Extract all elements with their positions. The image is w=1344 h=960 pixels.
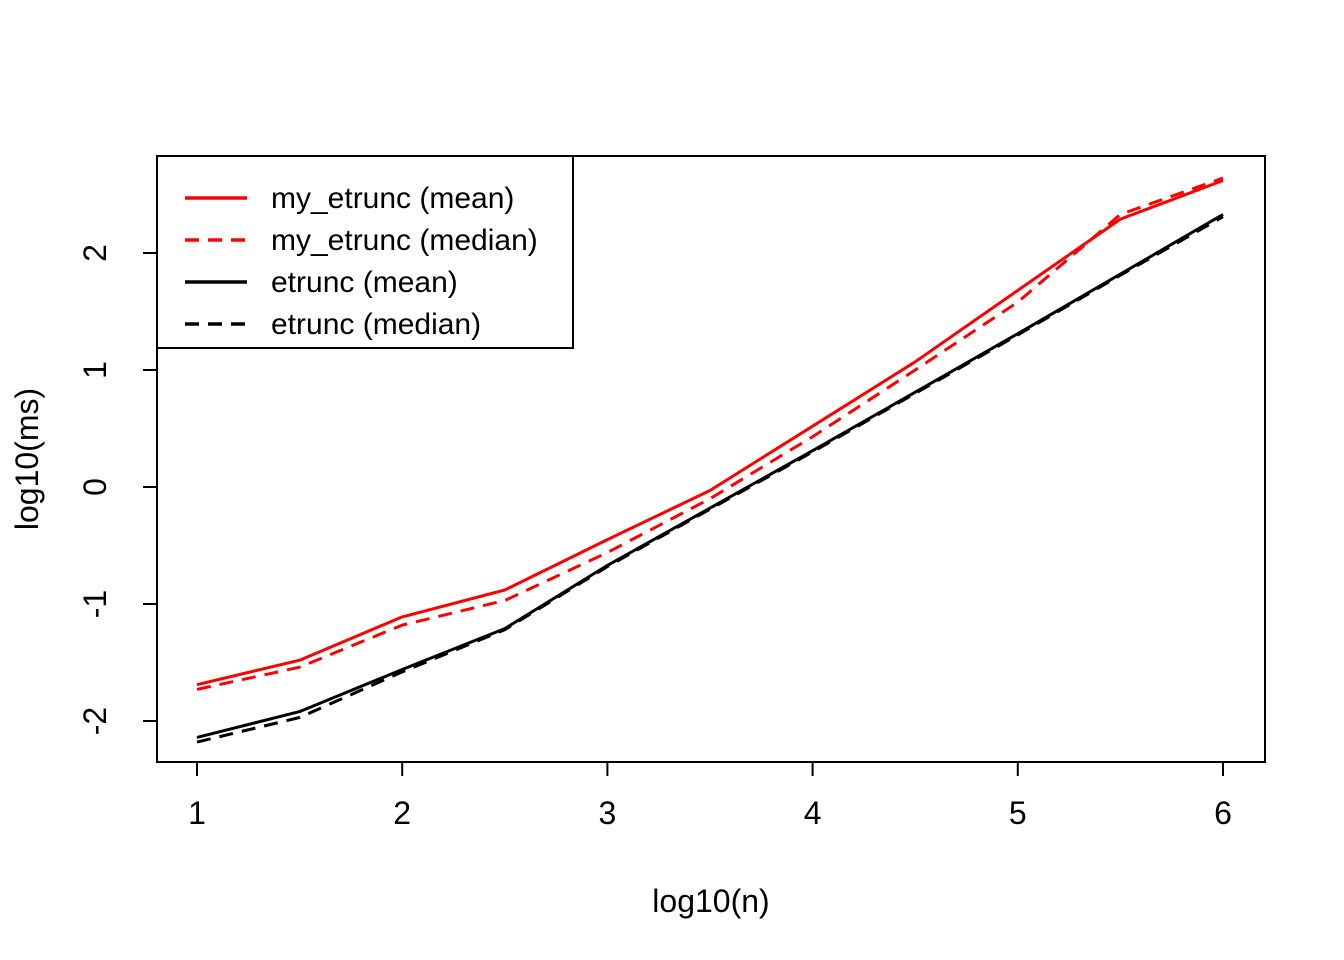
x-axis-tick-label: 5 (1009, 795, 1027, 831)
legend-label: etrunc (median) (271, 308, 481, 341)
legend-label: my_etrunc (mean) (271, 182, 514, 215)
x-axis-tick-label: 4 (804, 795, 822, 831)
legend-border (156, 155, 574, 349)
y-axis-tick-label: 1 (77, 361, 113, 379)
legend-entry-my-etrunc-median: my_etrunc (median) (185, 224, 538, 257)
y-axis-title: log10(ms) (9, 388, 45, 530)
series-line-etrunc-mean (196, 213, 1224, 739)
legend-label: etrunc (mean) (271, 266, 458, 299)
legend-entry-my-etrunc-mean: my_etrunc (mean) (185, 182, 514, 215)
y-axis-tick-label: -1 (77, 590, 113, 618)
plot-border (156, 155, 1266, 763)
series-lines (196, 176, 1224, 744)
series-line-my-etrunc-mean (196, 179, 1224, 687)
y-axis-tick-label: 2 (77, 244, 113, 262)
legend-entry-etrunc-mean: etrunc (mean) (185, 266, 458, 299)
y-axis-tick-label: 0 (77, 478, 113, 496)
x-axis-tick-label: 6 (1214, 795, 1232, 831)
y-axis-ticks: -2 -1 0 1 2 (77, 244, 157, 735)
y-axis-tick-label: -2 (77, 707, 113, 735)
x-axis-tick-label: 2 (393, 795, 411, 831)
x-axis-tick-label: 3 (599, 795, 617, 831)
x-axis-title: log10(n) (652, 883, 769, 919)
legend-label: my_etrunc (median) (271, 224, 538, 257)
legend-entry-etrunc-median: etrunc (median) (185, 308, 481, 341)
legend: my_etrunc (mean) my_etrunc (median) etrunc… (156, 155, 574, 349)
x-axis-tick-label: 1 (188, 795, 206, 831)
x-axis-ticks: 1 2 3 4 5 6 (188, 762, 1232, 831)
